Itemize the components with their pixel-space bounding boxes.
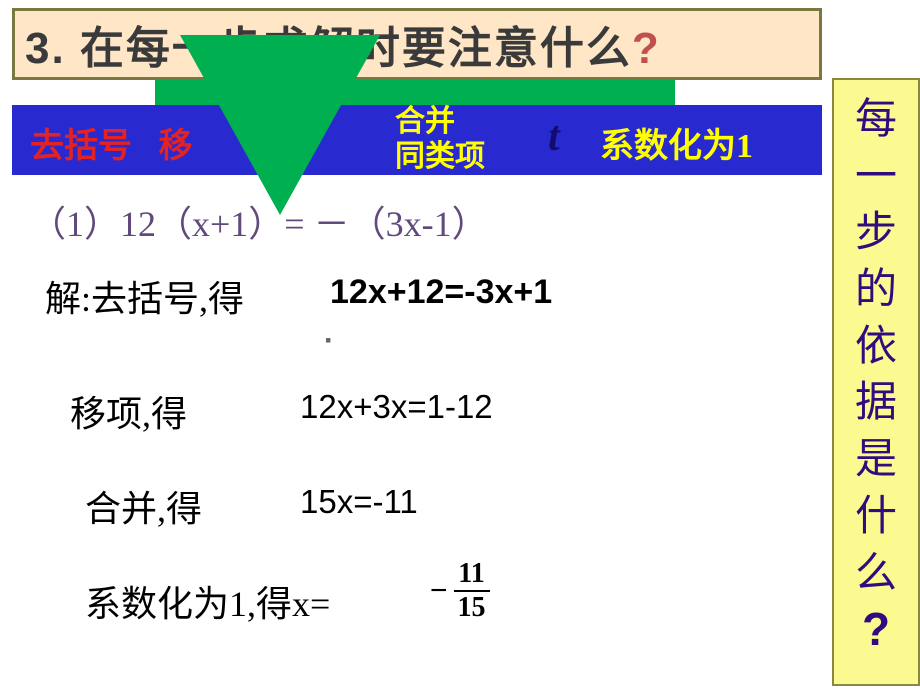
- side-char-3: 的: [855, 262, 897, 319]
- side-char-4: 依: [855, 319, 897, 376]
- step1-equation: 12x+12=-3x+1: [330, 273, 552, 312]
- side-qmark: ?: [862, 602, 890, 656]
- step2-label: 移项,得: [70, 385, 187, 437]
- side-char-2: 步: [855, 205, 897, 262]
- green-triangle-pointer: [180, 35, 380, 215]
- fraction-denominator: 15: [454, 592, 490, 624]
- side-char-1: 一: [855, 149, 897, 206]
- fraction-numerator: 11: [454, 558, 490, 592]
- step-remove-brackets: 去括号 移: [30, 118, 193, 167]
- step3-label: 合并,得: [85, 480, 202, 532]
- dot-marker: ▪: [325, 330, 331, 351]
- step3-equation: 15x=-11: [300, 483, 418, 521]
- step-combine-terms: 合并 同类项: [395, 105, 485, 174]
- negative-sign: −: [430, 574, 448, 607]
- step-coefficient: 系数化为1: [600, 118, 753, 167]
- script-letter: t: [548, 113, 560, 161]
- side-char-5: 据: [855, 375, 897, 432]
- step2-equation: 12x+3x=1-12: [300, 388, 493, 426]
- side-char-6: 是: [855, 432, 897, 489]
- side-char-7: 什: [855, 489, 897, 546]
- step1-label: 解:去括号,得: [45, 270, 244, 322]
- side-char-8: 么: [855, 546, 897, 603]
- step4-fraction: − 11 15: [430, 558, 490, 624]
- step4-label: 系数化为1,得x=: [85, 575, 330, 627]
- title-bar: 3. 在每一步求解时要注意什么?: [12, 8, 822, 80]
- side-char-0: 每: [855, 92, 897, 149]
- sidebar-question: 每 一 步 的 依 据 是 什 么 ?: [832, 78, 920, 686]
